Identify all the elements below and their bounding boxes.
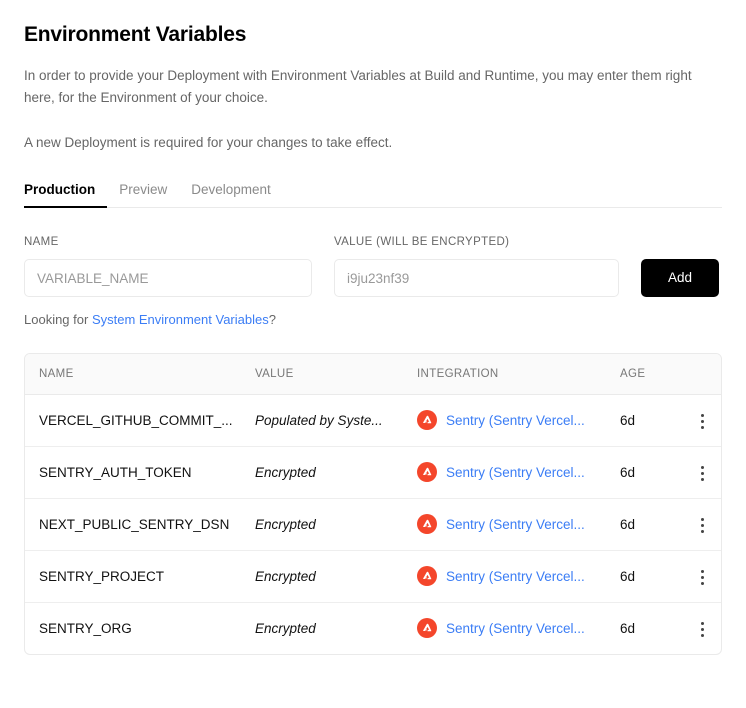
cell-integration: Sentry (Sentry Vercel... [403,498,606,551]
name-field-label: NAME [24,236,59,249]
cell-variable-value: Encrypted [241,446,403,499]
panel-description-primary: In order to provide your Deployment with… [24,68,692,106]
cell-actions [668,394,721,447]
integration-link[interactable]: Sentry (Sentry Vercel... [446,516,585,532]
cell-variable-name: SENTRY_ORG [39,620,132,636]
column-header-integration: INTEGRATION [403,354,606,395]
table-header-row: NAME VALUE INTEGRATION AGE [25,354,721,395]
more-vertical-icon[interactable] [689,617,715,643]
table-row: SENTRY_PROJECT Encrypted Sentry (Sentry … [25,550,721,603]
table-row: SENTRY_AUTH_TOKEN Encrypted Sentry (Sent… [25,446,721,499]
integration-link[interactable]: Sentry (Sentry Vercel... [446,412,585,428]
tab-production[interactable]: Production [24,182,108,209]
cell-actions [668,602,721,654]
column-header-actions [668,354,721,395]
cell-integration: Sentry (Sentry Vercel... [403,394,606,447]
cell-age: 6d [606,550,668,603]
cell-age: 6d [606,446,668,499]
add-variable-form: NAME VALUE (WILL BE ENCRYPTED) Add [24,236,722,298]
cell-age: 6d [620,620,636,636]
value-field-group: VALUE (WILL BE ENCRYPTED) [334,236,619,298]
cell-actions [668,446,721,499]
environment-variables-panel: Environment Variables In order to provid… [24,23,722,655]
more-vertical-icon[interactable] [689,513,715,539]
more-vertical-icon[interactable] [689,565,715,591]
sentry-icon [417,410,437,431]
cell-integration: Sentry (Sentry Vercel... [403,446,606,499]
cell-integration: Sentry (Sentry Vercel... [403,602,606,654]
integration-link[interactable]: Sentry (Sentry Vercel... [446,464,585,480]
cell-variable-value: Populated by Syste... [241,394,403,447]
integration-link[interactable]: Sentry (Sentry Vercel... [446,620,585,636]
sentry-icon [417,514,437,535]
sentry-icon [417,566,437,587]
more-vertical-icon[interactable] [689,461,715,487]
cell-variable-value: Encrypted [255,620,316,636]
table-row: VERCEL_GITHUB_COMMIT_... Populated by Sy… [25,394,721,447]
variable-value-input[interactable] [334,259,619,298]
system-env-helper: Looking for System Environment Variables… [24,312,722,327]
environment-tabs: Production Preview Development [24,182,722,209]
table-body: VERCEL_GITHUB_COMMIT_... Populated by Sy… [25,394,721,654]
cell-age: 6d [606,498,668,551]
cell-actions [668,498,721,551]
column-header-name: NAME [25,354,241,395]
helper-suffix-text: ? [268,312,276,328]
table-row: NEXT_PUBLIC_SENTRY_DSN Encrypted Sentry … [25,498,721,551]
cell-variable-value: Encrypted [241,550,403,603]
cell-variable-name: NEXT_PUBLIC_SENTRY_DSN [25,498,241,551]
environment-variables-table-wrapper: NAME VALUE INTEGRATION AGE VERCEL_GITHUB… [24,353,722,655]
add-button[interactable]: Add [641,259,719,298]
integration-link[interactable]: Sentry (Sentry Vercel... [446,568,585,584]
more-vertical-icon[interactable] [689,409,715,435]
cell-variable-name: VERCEL_GITHUB_COMMIT_... [25,394,241,447]
value-field-label: VALUE (WILL BE ENCRYPTED) [334,236,510,249]
cell-actions [668,550,721,603]
tab-development[interactable]: Development [191,182,271,198]
sentry-icon [417,462,437,483]
table-row: SENTRY_ORG Encrypted Sentry (Sentry Verc… [25,602,721,654]
cell-variable-value: Encrypted [241,498,403,551]
column-header-age: AGE [606,354,668,395]
system-environment-variables-link[interactable]: System Environment Variables [91,312,269,328]
page-title: Environment Variables [24,23,247,46]
tab-preview[interactable]: Preview [119,182,168,198]
cell-variable-name: SENTRY_PROJECT [25,550,241,603]
sentry-icon [417,618,437,639]
variable-name-input[interactable] [24,259,312,298]
table-header: NAME VALUE INTEGRATION AGE [25,354,721,395]
panel-description-secondary: A new Deployment is required for your ch… [24,135,393,151]
helper-prefix-text: Looking for [24,312,92,328]
cell-age: 6d [606,394,668,447]
cell-integration: Sentry (Sentry Vercel... [403,550,606,603]
name-field-group: NAME [24,236,312,298]
column-header-value: VALUE [241,354,403,395]
cell-variable-name: SENTRY_AUTH_TOKEN [25,446,241,499]
environment-variables-table: NAME VALUE INTEGRATION AGE VERCEL_GITHUB… [25,354,721,654]
